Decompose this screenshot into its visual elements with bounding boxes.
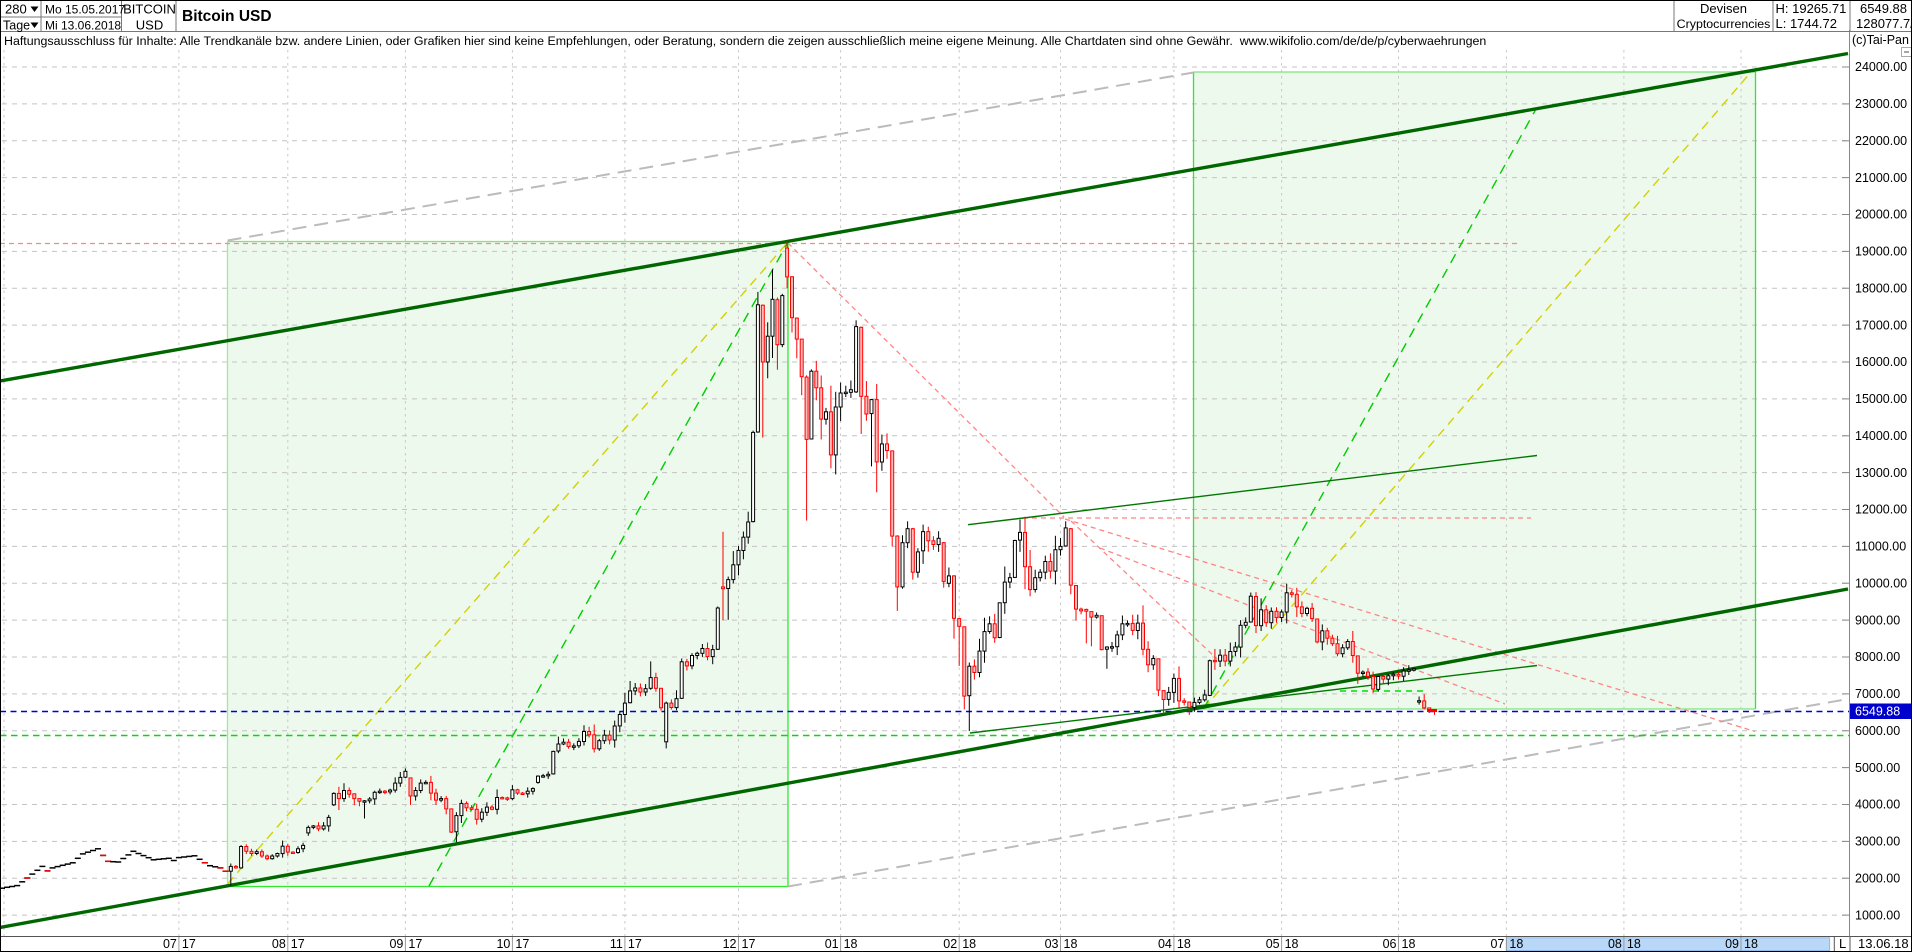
svg-text:Cryptocurrencies: Cryptocurrencies: [1677, 17, 1771, 31]
svg-text:3000.00: 3000.00: [1855, 835, 1900, 849]
svg-text:23000.00: 23000.00: [1855, 97, 1907, 111]
svg-text:Tage: Tage: [3, 19, 30, 33]
svg-text:18: 18: [1285, 937, 1299, 951]
svg-text:17: 17: [628, 937, 642, 951]
svg-text:20000.00: 20000.00: [1855, 208, 1907, 222]
svg-text:USD: USD: [136, 18, 163, 33]
svg-text:08: 08: [272, 937, 286, 951]
svg-text:6549.88: 6549.88: [1860, 1, 1907, 16]
svg-text:13000.00: 13000.00: [1855, 466, 1907, 480]
svg-text:BITCOIN: BITCOIN: [123, 2, 176, 17]
svg-text:18: 18: [1627, 937, 1641, 951]
svg-text:17000.00: 17000.00: [1855, 318, 1907, 332]
svg-text:L: L: [1839, 936, 1846, 951]
svg-text:6549.88: 6549.88: [1855, 705, 1900, 719]
svg-text:9000.00: 9000.00: [1855, 613, 1900, 627]
svg-text:07: 07: [1490, 937, 1504, 951]
svg-text:15000.00: 15000.00: [1855, 392, 1907, 406]
svg-text:280: 280: [5, 2, 27, 17]
svg-text:2000.00: 2000.00: [1855, 872, 1900, 886]
svg-text:18: 18: [1402, 937, 1416, 951]
svg-text:06: 06: [1383, 937, 1397, 951]
svg-text:(c)Tai-Pan: (c)Tai-Pan: [1852, 33, 1909, 47]
svg-text:19000.00: 19000.00: [1855, 245, 1907, 259]
svg-text:08: 08: [1608, 937, 1622, 951]
svg-text:18: 18: [1177, 937, 1191, 951]
svg-text:01: 01: [825, 937, 839, 951]
svg-text:L: 1744.72: L: 1744.72: [1776, 16, 1837, 31]
svg-text:02: 02: [943, 937, 957, 951]
svg-text:Mo 15.05.2017: Mo 15.05.2017: [45, 3, 125, 17]
svg-text:18: 18: [1509, 937, 1523, 951]
svg-text:05: 05: [1266, 937, 1280, 951]
svg-text:12000.00: 12000.00: [1855, 503, 1907, 517]
svg-text:18000.00: 18000.00: [1855, 281, 1907, 295]
svg-text:13.06.18: 13.06.18: [1858, 936, 1909, 951]
svg-text:10000.00: 10000.00: [1855, 577, 1907, 591]
svg-text:24000.00: 24000.00: [1855, 60, 1907, 74]
svg-text:Devisen: Devisen: [1700, 1, 1747, 16]
svg-text:03: 03: [1045, 937, 1059, 951]
svg-text:09: 09: [389, 937, 403, 951]
svg-text:Haftungsausschluss für Inhalte: Haftungsausschluss für Inhalte: Alle Tre…: [4, 34, 1486, 48]
svg-text:21000.00: 21000.00: [1855, 171, 1907, 185]
svg-text:Mi 13.06.2018: Mi 13.06.2018: [45, 19, 121, 33]
svg-text:04: 04: [1158, 937, 1172, 951]
svg-text:09: 09: [1725, 937, 1739, 951]
svg-text:17: 17: [291, 937, 305, 951]
svg-text:14000.00: 14000.00: [1855, 429, 1907, 443]
svg-text:5000.00: 5000.00: [1855, 761, 1900, 775]
svg-text:17: 17: [408, 937, 422, 951]
svg-text:16000.00: 16000.00: [1855, 355, 1907, 369]
svg-text:11000.00: 11000.00: [1855, 540, 1906, 554]
svg-text:10: 10: [496, 937, 510, 951]
svg-text:8000.00: 8000.00: [1855, 650, 1900, 664]
svg-text:12: 12: [723, 937, 737, 951]
svg-text:Bitcoin USD: Bitcoin USD: [182, 8, 272, 25]
svg-text:18: 18: [962, 937, 976, 951]
svg-text:6000.00: 6000.00: [1855, 724, 1900, 738]
svg-text:07: 07: [163, 937, 177, 951]
svg-text:4000.00: 4000.00: [1855, 798, 1900, 812]
svg-text:128077.7/1: 128077.7/1: [1856, 16, 1912, 31]
svg-text:7000.00: 7000.00: [1855, 687, 1900, 701]
svg-text:H: 19265.71: H: 19265.71: [1776, 1, 1847, 16]
svg-text:17: 17: [742, 937, 756, 951]
svg-text:18: 18: [1744, 937, 1758, 951]
svg-text:1000.00: 1000.00: [1855, 908, 1900, 922]
svg-text:18: 18: [1064, 937, 1078, 951]
svg-text:17: 17: [182, 937, 196, 951]
svg-text:17: 17: [515, 937, 529, 951]
svg-text:11: 11: [610, 937, 623, 951]
svg-text:18: 18: [844, 937, 858, 951]
svg-text:22000.00: 22000.00: [1855, 134, 1907, 148]
